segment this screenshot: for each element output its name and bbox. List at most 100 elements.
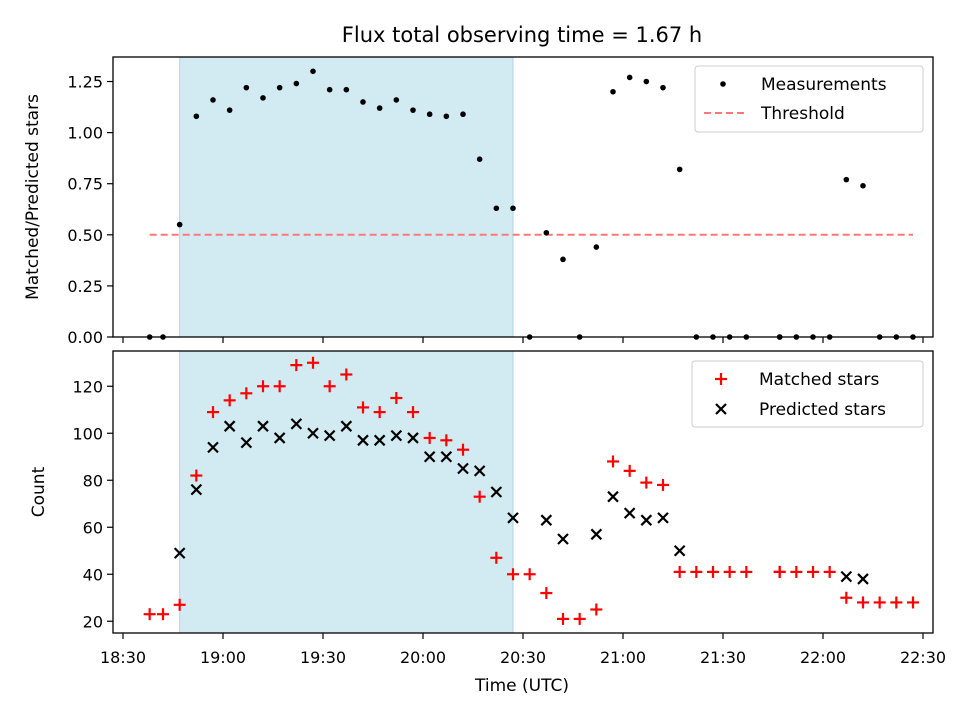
bottom-y-tick-label: 120 [72,377,103,396]
predicted-star-point [407,432,419,444]
matched-star-point [323,380,336,393]
top-y-tick-label: 0.50 [67,226,103,245]
measurement-point [593,244,600,250]
matched-star-point [873,596,886,609]
predicted-star-point [307,427,319,440]
matched-star-point [173,598,186,611]
predicted-star-point [240,436,253,449]
matched-star-point [673,565,686,578]
matched-star-point [490,551,503,564]
matched-star-point [223,394,236,407]
measurement-point [426,111,433,118]
top-y-axis-label: Matched/Predicted stars [23,94,43,300]
measurement-point [310,68,316,75]
matched-star-point [773,565,786,578]
predicted-star-point [257,420,269,432]
matched-star-point [390,392,403,404]
predicted-star-point [273,432,286,444]
measurement-point [560,256,566,263]
measurement-point [460,111,466,118]
measurement-point [293,80,300,87]
measurement-point [543,229,550,236]
bottom-y-tick-label: 20 [83,612,103,631]
x-tick-label: 20:30 [500,648,546,667]
predicted-star-point [323,429,336,442]
legend-matched-label: Matched stars [759,370,879,390]
x-tick-label: 21:00 [600,648,646,667]
chart-title: Flux total observing time = 1.67 h [342,23,702,47]
matched-star-point [440,434,453,447]
measurement-point [660,84,666,91]
predicted-star-point [457,462,469,475]
x-tick-label: 22:30 [900,648,946,667]
predicted-star-point [190,483,203,496]
predicted-star-point [540,514,553,526]
predicted-star-point [223,420,236,432]
matched-star-point [190,469,203,482]
matched-star-point [807,565,819,578]
matched-star-point [307,356,319,369]
predicted-star-point [357,434,369,447]
x-tick-label: 19:00 [200,648,246,667]
x-axis-label: Time (UTC) [474,676,569,696]
matched-star-point [707,565,719,578]
measurement-point [376,105,383,111]
measurement-point [410,107,416,113]
matched-star-point [607,455,619,468]
measurement-point [476,156,483,162]
matched-star-point [823,565,836,578]
top-y-ticks: 0.00 0.25 0.50 0.75 1.00 1.25 [67,73,113,347]
matched-star-point [340,368,353,381]
legend-measurements-marker [720,81,726,87]
measurement-point [210,97,216,103]
matched-star-point [723,565,736,578]
measurement-point [676,166,683,173]
top-panel: 0.00 0.25 0.50 0.75 1.00 1.25 Matched/Predict… [23,56,934,347]
matched-star-point [407,406,419,419]
measurement-point [443,113,450,120]
bottom-y-tick-label: 60 [83,518,103,537]
matched-star-point [457,443,469,456]
predicted-star-point [507,512,519,524]
x-tick-label: 19:30 [300,648,346,667]
x-tick-label: 20:00 [400,648,446,667]
matched-star-point [590,603,603,616]
predicted-star-point [857,573,869,585]
matched-star-point [790,565,803,578]
measurement-point [843,176,850,183]
bottom-x-ticks: 18:30 19:00 19:30 20:00 20:30 21:00 21:30 22:00… [100,633,946,667]
top-legend-box [694,65,924,133]
predicted-star-point [673,544,686,557]
predicted-star-point [590,528,603,541]
matched-star-point [557,612,569,625]
measurement-point [626,74,633,81]
measurement-point [493,205,500,212]
top-y-tick-label: 1.25 [67,73,103,92]
measurement-point [260,95,266,101]
predicted-star-point [423,450,436,463]
measurement-point [343,86,350,93]
predicted-legend-glyph [715,403,727,415]
matched-star-point [740,565,753,578]
legend-matched-marker [715,373,727,385]
predicted-star-point [473,465,486,477]
predicted-star-point [207,441,219,454]
measurement-point [243,84,250,91]
measurement-point [393,97,400,103]
measurement-point [176,221,183,228]
bottom-y-tick-label: 40 [83,565,103,584]
predicted-star-point [290,418,303,430]
matched-star-point [207,406,219,419]
bottom-panel: 20 40 60 80 100 120 18:30 19:00 19:30 20:00 20:30… [29,350,946,696]
bottom-y-tick-label: 80 [83,471,103,490]
top-legend: Measurements Threshold [694,65,924,133]
matched-star-point [890,596,903,609]
matched-star-point [157,608,169,621]
matched-star-point [273,380,286,393]
predicted-star-point [607,490,619,503]
predicted-star-point [490,486,503,498]
matched-star-point [423,431,436,444]
matched-star-point [907,596,919,609]
predicted-star-point [340,420,353,432]
